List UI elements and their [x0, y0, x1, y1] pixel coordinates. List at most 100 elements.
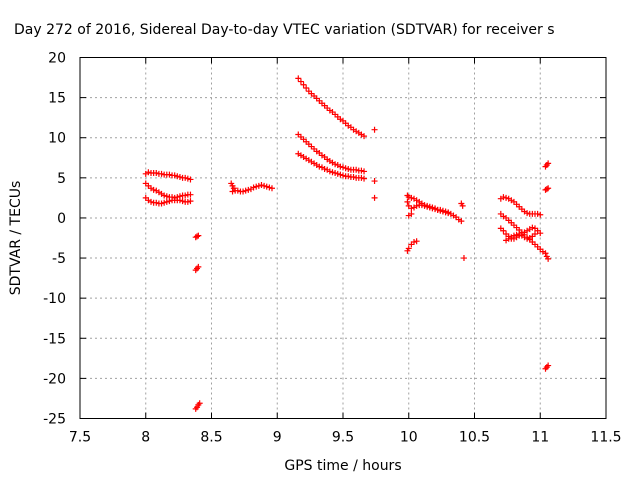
data-point	[337, 171, 344, 178]
data-point	[429, 205, 436, 212]
data-point	[187, 191, 194, 198]
data-point	[163, 198, 170, 205]
y-tick-label: 20	[48, 51, 66, 67]
data-point	[184, 198, 191, 205]
data-point	[345, 173, 352, 180]
data-point	[350, 174, 357, 181]
data-point	[184, 175, 191, 182]
data-point	[166, 171, 173, 178]
data-point	[358, 174, 365, 181]
chart-title: Day 272 of 2016, Sidereal Day-to-day VTE…	[14, 22, 555, 38]
y-tick-label: -5	[52, 251, 66, 267]
x-axis-label: GPS time / hours	[284, 458, 401, 474]
data-point	[529, 224, 536, 231]
data-point	[413, 202, 420, 209]
data-point	[340, 164, 346, 171]
data-point	[371, 178, 378, 185]
data-point	[174, 173, 181, 180]
data-point	[361, 175, 368, 182]
data-point	[255, 182, 262, 189]
data-point	[179, 198, 186, 205]
data-point	[342, 165, 349, 172]
y-axis: -25 -20 -15 -10 -5 0 5 10 15 20	[43, 51, 606, 428]
data-point	[534, 210, 541, 217]
data-point	[545, 160, 552, 167]
data-point	[158, 170, 165, 177]
data-point	[424, 203, 431, 210]
data-point	[332, 170, 339, 177]
data-point	[176, 197, 183, 204]
data-point	[353, 166, 360, 173]
data-point	[182, 174, 189, 181]
y-tick-label: -20	[43, 371, 66, 387]
data-point	[371, 126, 378, 133]
data-point	[408, 194, 415, 201]
data-point	[161, 192, 168, 199]
data-point	[531, 230, 538, 237]
data-point	[332, 161, 339, 168]
data-point	[408, 210, 415, 217]
data-point	[195, 232, 202, 239]
data-point	[404, 198, 411, 205]
data-point	[166, 198, 173, 205]
data-point	[300, 81, 307, 88]
data-point	[426, 204, 433, 211]
data-point	[437, 206, 444, 213]
y-tick-label: -25	[43, 412, 66, 428]
data-point	[545, 185, 552, 192]
data-point	[150, 186, 157, 193]
data-point	[303, 84, 310, 91]
y-tick-label: 10	[48, 131, 66, 147]
data-point	[458, 218, 465, 225]
x-axis: 7.5 8 8.5 9 9.5 10 10.5 11 11.5	[69, 57, 622, 446]
data-point	[171, 172, 178, 179]
data-point	[418, 202, 425, 209]
data-point	[337, 163, 344, 170]
data-point	[537, 211, 544, 218]
data-point	[361, 168, 368, 175]
data-point	[421, 202, 428, 209]
data-point	[329, 169, 336, 176]
data-point	[405, 245, 412, 252]
data-point	[537, 230, 544, 237]
data-point	[242, 187, 249, 194]
y-axis-label: SDTVAR / TECUs	[8, 181, 24, 296]
data-point	[245, 186, 252, 193]
data-point	[158, 200, 165, 207]
x-tick-label: 11	[531, 430, 549, 446]
data-point	[543, 186, 550, 193]
data-point	[295, 75, 302, 82]
data-point	[161, 199, 168, 206]
data-point	[500, 227, 507, 234]
data-point	[442, 208, 449, 215]
data-point	[340, 172, 346, 179]
data-point	[148, 198, 155, 205]
x-tick-label: 7.5	[69, 430, 91, 446]
data-point	[145, 169, 152, 176]
data-point	[545, 362, 552, 369]
data-point	[253, 183, 260, 190]
data-point	[503, 194, 510, 201]
data-point	[408, 205, 415, 212]
data-point	[460, 255, 467, 262]
data-point	[250, 184, 257, 191]
y-tick-label: -15	[43, 331, 66, 347]
data-point	[413, 238, 420, 245]
data-point	[182, 192, 189, 199]
data-point	[326, 168, 333, 175]
data-point	[334, 170, 341, 177]
data-point	[358, 167, 365, 174]
data-point	[316, 163, 323, 170]
data-point	[361, 133, 368, 140]
x-tick-label: 9.5	[332, 430, 354, 446]
data-points	[142, 75, 552, 412]
data-point	[510, 232, 517, 239]
data-point	[371, 194, 378, 201]
x-tick-label: 8	[141, 430, 150, 446]
data-point	[432, 206, 439, 213]
data-point	[234, 187, 241, 194]
x-tick-label: 10.5	[459, 430, 490, 446]
y-tick-label: 5	[57, 171, 66, 187]
data-point	[153, 170, 160, 177]
